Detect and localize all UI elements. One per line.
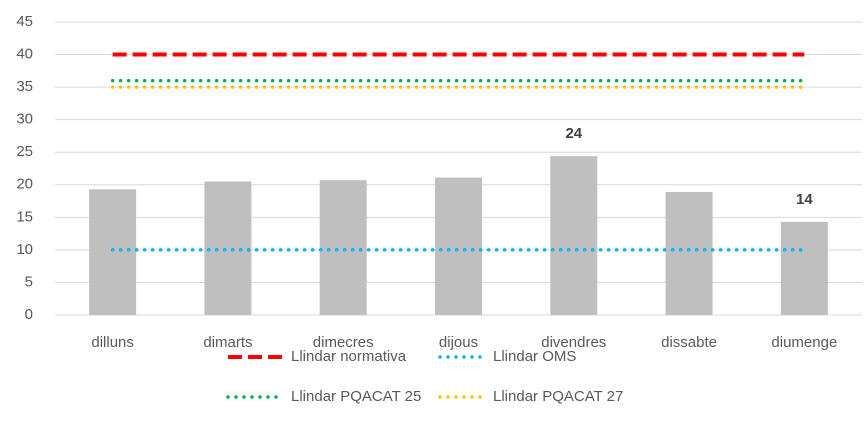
y-tick-label: 45 bbox=[16, 13, 33, 30]
bar bbox=[435, 177, 482, 315]
bar bbox=[665, 191, 713, 315]
x-tick-label: dilluns bbox=[91, 334, 134, 351]
x-tick-label: dimecres bbox=[313, 334, 374, 351]
bar bbox=[319, 180, 367, 315]
bar bbox=[550, 156, 598, 315]
x-tick-label: divendres bbox=[541, 334, 606, 351]
data-label: 24 bbox=[565, 125, 582, 142]
y-tick-label: 40 bbox=[16, 46, 33, 63]
y-tick-label: 15 bbox=[16, 208, 33, 225]
y-tick-label: 30 bbox=[16, 111, 33, 128]
bar bbox=[780, 221, 828, 315]
x-tick-label: dijous bbox=[439, 334, 478, 351]
x-tick-label: dissabte bbox=[661, 334, 717, 351]
y-tick-label: 10 bbox=[16, 241, 33, 258]
y-tick-label: 5 bbox=[25, 273, 33, 290]
y-tick-label: 0 bbox=[25, 306, 33, 323]
data-label: 14 bbox=[796, 191, 813, 208]
y-tick-label: 35 bbox=[16, 78, 33, 95]
y-tick-label: 20 bbox=[16, 176, 33, 193]
bar bbox=[89, 189, 137, 315]
x-tick-label: dimarts bbox=[203, 334, 252, 351]
x-tick-label: diumenge bbox=[771, 334, 837, 351]
legend-label: Llindar PQACAT 27 bbox=[493, 388, 623, 405]
y-tick-label: 25 bbox=[16, 143, 33, 160]
legend-label: Llindar OMS bbox=[493, 348, 576, 365]
bar bbox=[204, 181, 252, 315]
legend-label: Llindar PQACAT 25 bbox=[291, 388, 421, 405]
legend-label: Llindar normativa bbox=[291, 348, 407, 365]
